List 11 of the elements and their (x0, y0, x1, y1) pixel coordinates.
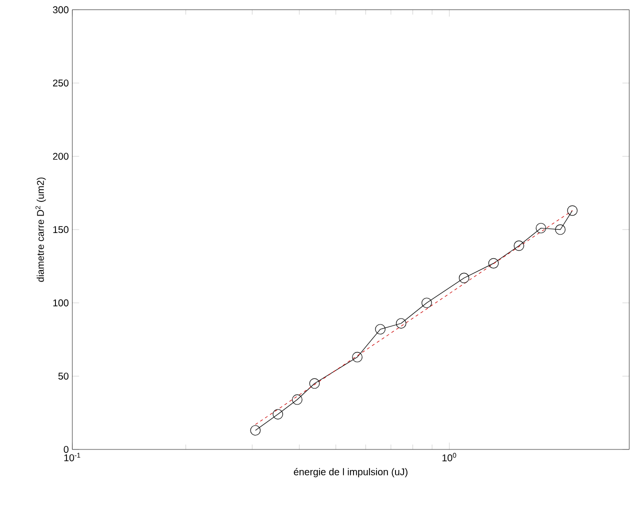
x-axis-title: énergie de l impulsion (uJ) (294, 468, 408, 478)
y-axis-title: diametre carre D$^{2}$ (um2) (36, 178, 46, 282)
y-tick-label: 0 (64, 446, 68, 453)
y-tick-label: 250 (53, 80, 68, 86)
x-tick-label: 10$^{-1}$ (64, 452, 80, 462)
x-tick-label: 10$^{0}$ (442, 452, 456, 462)
y-tick-label: 150 (53, 226, 68, 234)
y-tick-label: 200 (53, 152, 68, 160)
y-tick-label: 100 (53, 299, 68, 306)
y-tick-label: 300 (52, 6, 68, 14)
y-tick-label: 50 (58, 372, 68, 380)
